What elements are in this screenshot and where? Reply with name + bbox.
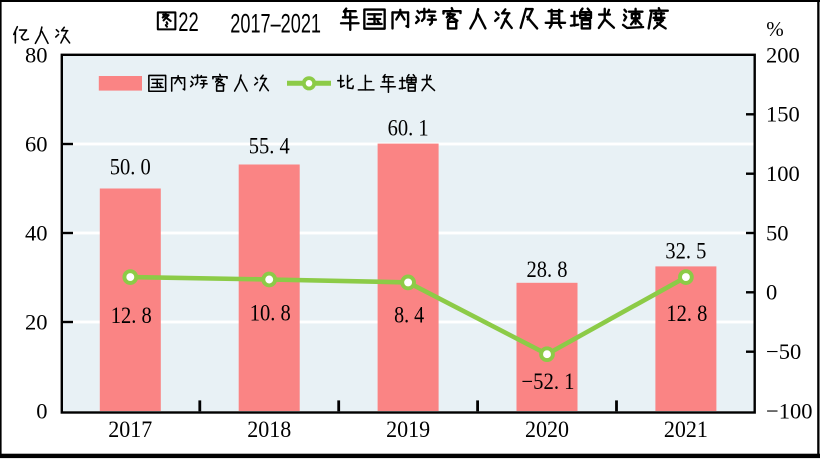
svg-text:2021: 2021 <box>664 417 708 442</box>
svg-text:50: 50 <box>766 220 789 245</box>
svg-text:2017: 2017 <box>108 417 152 442</box>
svg-text:12. 8: 12. 8 <box>666 301 707 326</box>
svg-text:22: 22 <box>178 7 198 37</box>
svg-text:60. 1: 60. 1 <box>388 116 429 141</box>
svg-text:2020: 2020 <box>525 417 569 442</box>
svg-text:150: 150 <box>766 102 800 127</box>
svg-text:50. 0: 50. 0 <box>110 155 151 180</box>
svg-text:2017–2021: 2017–2021 <box>230 8 321 38</box>
svg-text:12. 8: 12. 8 <box>111 303 152 328</box>
svg-text:32. 5: 32. 5 <box>665 238 706 263</box>
svg-text:60: 60 <box>25 131 48 156</box>
svg-text:0: 0 <box>766 280 777 305</box>
svg-text:10. 8: 10. 8 <box>250 301 291 326</box>
svg-text:100: 100 <box>766 161 800 186</box>
svg-text:80: 80 <box>25 42 48 67</box>
svg-text:−100: −100 <box>766 398 812 423</box>
svg-text:−50: −50 <box>766 339 801 364</box>
svg-text:28. 8: 28. 8 <box>527 257 568 282</box>
svg-text:200: 200 <box>766 42 800 67</box>
svg-text:2019: 2019 <box>386 417 430 442</box>
svg-text:8. 4: 8. 4 <box>394 302 424 327</box>
svg-text:2018: 2018 <box>247 417 291 442</box>
svg-text:%: % <box>766 17 784 41</box>
svg-text:40: 40 <box>25 220 48 245</box>
svg-text:−52. 1: −52. 1 <box>522 369 575 394</box>
svg-text:55. 4: 55. 4 <box>249 134 290 159</box>
svg-text:20: 20 <box>25 309 48 334</box>
svg-text:0: 0 <box>36 398 47 423</box>
